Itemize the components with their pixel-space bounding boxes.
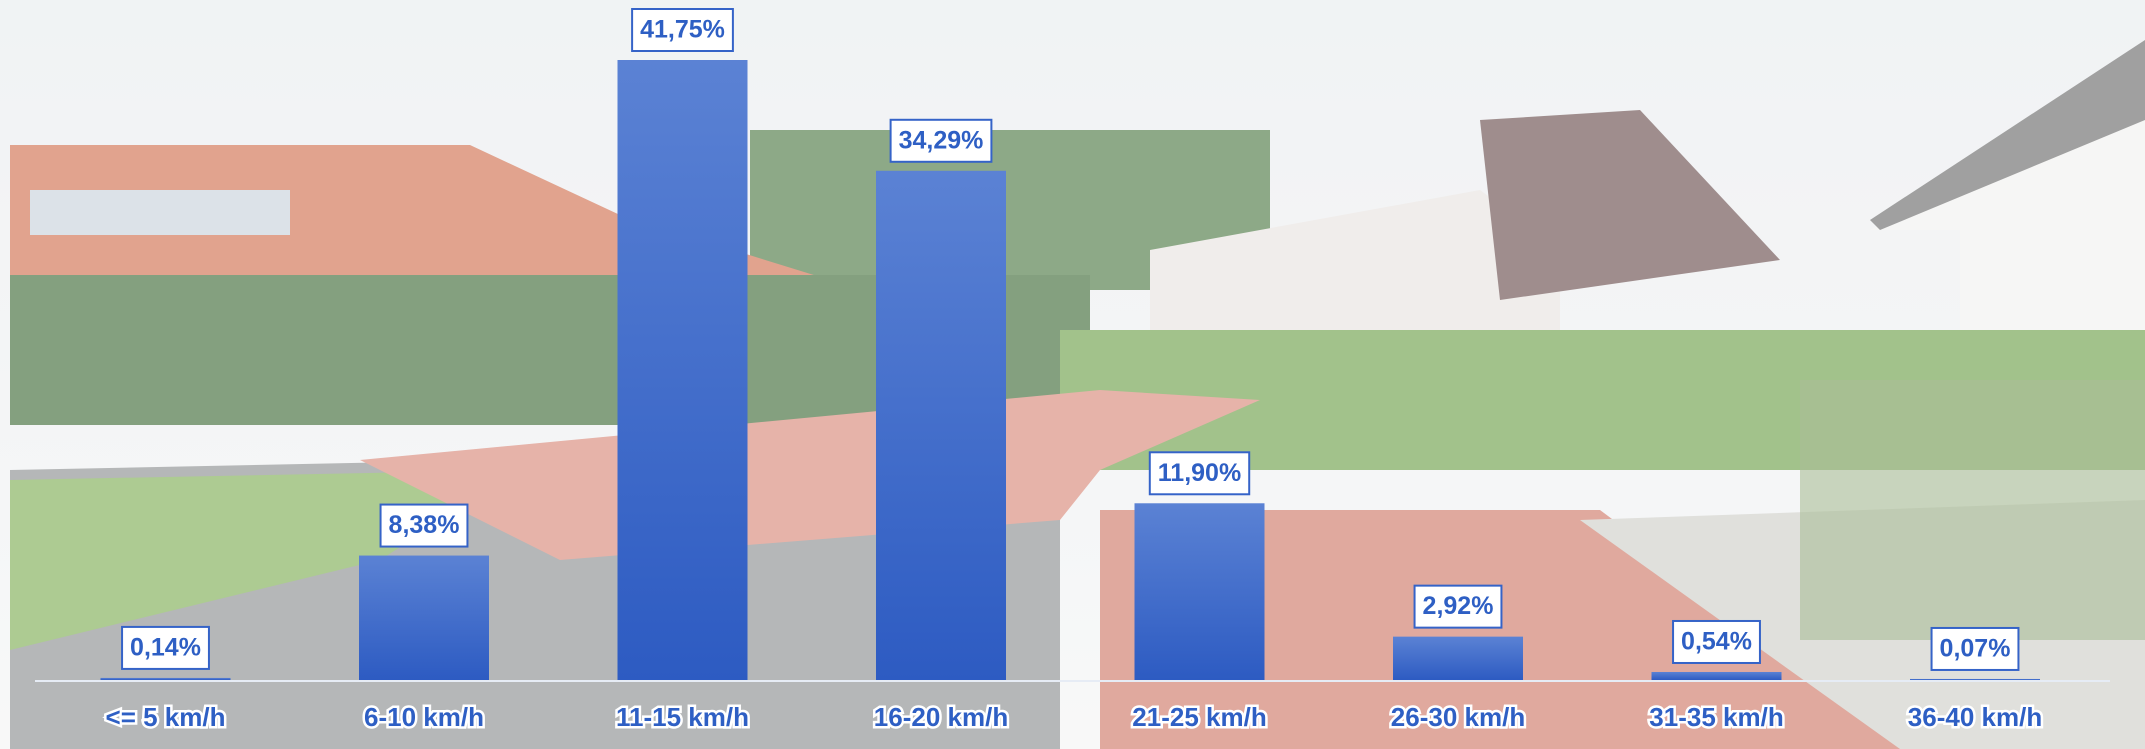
value-label: 8,38% (389, 511, 460, 539)
x-tick-label: 26-30 km/h (1391, 702, 1525, 732)
bar (359, 556, 489, 680)
value-label: 11,90% (1158, 459, 1241, 487)
bar (101, 678, 231, 680)
bar (1393, 637, 1523, 680)
x-tick-label: 16-20 km/h (874, 702, 1008, 732)
x-tick-label: 6-10 km/h (364, 702, 484, 732)
value-label: 0,14% (130, 634, 201, 662)
x-tick-label: 11-15 km/h (616, 702, 749, 732)
value-label: 34,29% (899, 126, 984, 154)
chart: 0,14% <= 5 km/h 8,38% 6-10 km/h 41,75% 11-15 … (0, 0, 2145, 749)
x-tick-label: 36-40 km/h (1908, 702, 2042, 732)
value-label: 0,07% (1940, 635, 2011, 663)
background-photo (0, 0, 2145, 749)
bar (1135, 503, 1265, 680)
x-tick-label: 31-35 km/h (1649, 702, 1783, 732)
bar (618, 60, 748, 680)
bar (876, 171, 1006, 680)
bar (1652, 672, 1782, 680)
x-tick-label: 21-25 km/h (1132, 702, 1266, 732)
value-label: 41,75% (640, 16, 725, 44)
x-tick-label: <= 5 km/h (106, 702, 226, 732)
bar (1910, 679, 2040, 680)
value-label: 2,92% (1423, 592, 1494, 620)
value-label: 0,54% (1681, 628, 1752, 656)
